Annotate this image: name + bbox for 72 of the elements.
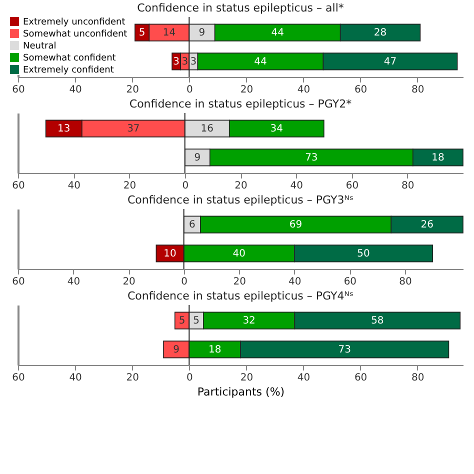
data-label: 34	[270, 124, 284, 135]
x-tick-label: 0	[186, 84, 193, 96]
x-tick-label: 60	[344, 276, 357, 288]
data-label: 10	[164, 248, 176, 260]
x-tick-label: 40	[288, 276, 302, 288]
x-tick-label: 20	[126, 84, 139, 96]
data-label: 16	[200, 124, 214, 135]
chart-title: Confidence in status epilepticus – all*	[137, 2, 344, 14]
chart-title: Confidence in status epilepticus – PGY3ᴺˢ	[127, 194, 354, 206]
data-label: 47	[384, 56, 397, 68]
x-tick-label: 60	[12, 372, 25, 384]
data-label: 73	[338, 344, 351, 356]
x-tick-label: 20	[240, 372, 254, 384]
x-tick-label: 40	[69, 84, 82, 96]
data-label: 26	[420, 220, 434, 231]
x-tick-label: 20	[240, 84, 254, 96]
data-label: 40	[232, 248, 246, 260]
data-label: 9	[173, 344, 180, 356]
data-label: 18	[432, 152, 444, 164]
x-axis-title: Participants (%)	[197, 386, 285, 398]
x-tick-label: 80	[402, 180, 414, 192]
x-tick-label: 60	[354, 372, 368, 384]
legend-label: Extremely confident	[23, 66, 114, 76]
data-label: 50	[357, 248, 370, 260]
x-tick-label: 80	[399, 276, 412, 288]
data-label: 9	[194, 152, 201, 164]
data-label: 3	[190, 56, 197, 68]
chart-title: Confidence in status epilepticus – PGY4ᴺˢ	[127, 290, 354, 302]
data-label: 9	[198, 28, 206, 39]
x-tick-label: 40	[69, 372, 82, 384]
x-tick-label: 60	[12, 180, 25, 192]
data-label: 44	[254, 56, 267, 68]
x-tick-label: 0	[181, 276, 188, 288]
legend-label: Somewhat unconfident	[23, 30, 128, 40]
x-tick-label: 60	[12, 276, 25, 288]
x-tick-label: 20	[234, 180, 248, 192]
x-tick-label: 20	[126, 372, 139, 384]
data-label: 58	[371, 316, 384, 327]
data-label: 5	[193, 316, 200, 327]
x-tick-label: 80	[411, 84, 424, 96]
x-tick-label: 40	[68, 180, 80, 192]
data-label: 44	[271, 28, 284, 39]
x-tick-label: 20	[123, 180, 136, 192]
x-tick-label: 40	[297, 84, 310, 96]
x-tick-label: 40	[67, 276, 80, 288]
data-label: 14	[162, 28, 176, 39]
data-label: 32	[242, 316, 256, 327]
x-tick-label: 60	[12, 84, 25, 96]
x-tick-label: 20	[233, 276, 246, 288]
legend-label: Somewhat confident	[23, 54, 116, 64]
legend-label: Extremely unconfident	[23, 18, 126, 28]
data-label: 13	[58, 124, 70, 135]
x-tick-label: 40	[297, 372, 310, 384]
data-label: 5	[138, 28, 146, 39]
x-tick-label: 60	[354, 84, 368, 96]
x-tick-label: 60	[346, 180, 359, 192]
chart-title: Confidence in status epilepticus – PGY2*	[129, 98, 352, 110]
data-label: 73	[305, 152, 318, 164]
data-label: 18	[208, 344, 222, 356]
x-tick-label: 0	[182, 180, 189, 192]
data-label: 3	[173, 56, 180, 68]
data-label: 28	[374, 28, 387, 39]
x-tick-label: 0	[186, 372, 193, 384]
data-label: 3	[182, 56, 188, 68]
data-label: 6	[188, 220, 196, 231]
x-tick-label: 40	[290, 180, 303, 192]
data-label: 5	[178, 316, 186, 327]
data-label: 69	[289, 220, 302, 231]
legend-label: Neutral	[23, 42, 56, 52]
data-label: 37	[127, 124, 140, 135]
x-tick-label: 20	[122, 276, 136, 288]
x-tick-label: 80	[411, 372, 424, 384]
